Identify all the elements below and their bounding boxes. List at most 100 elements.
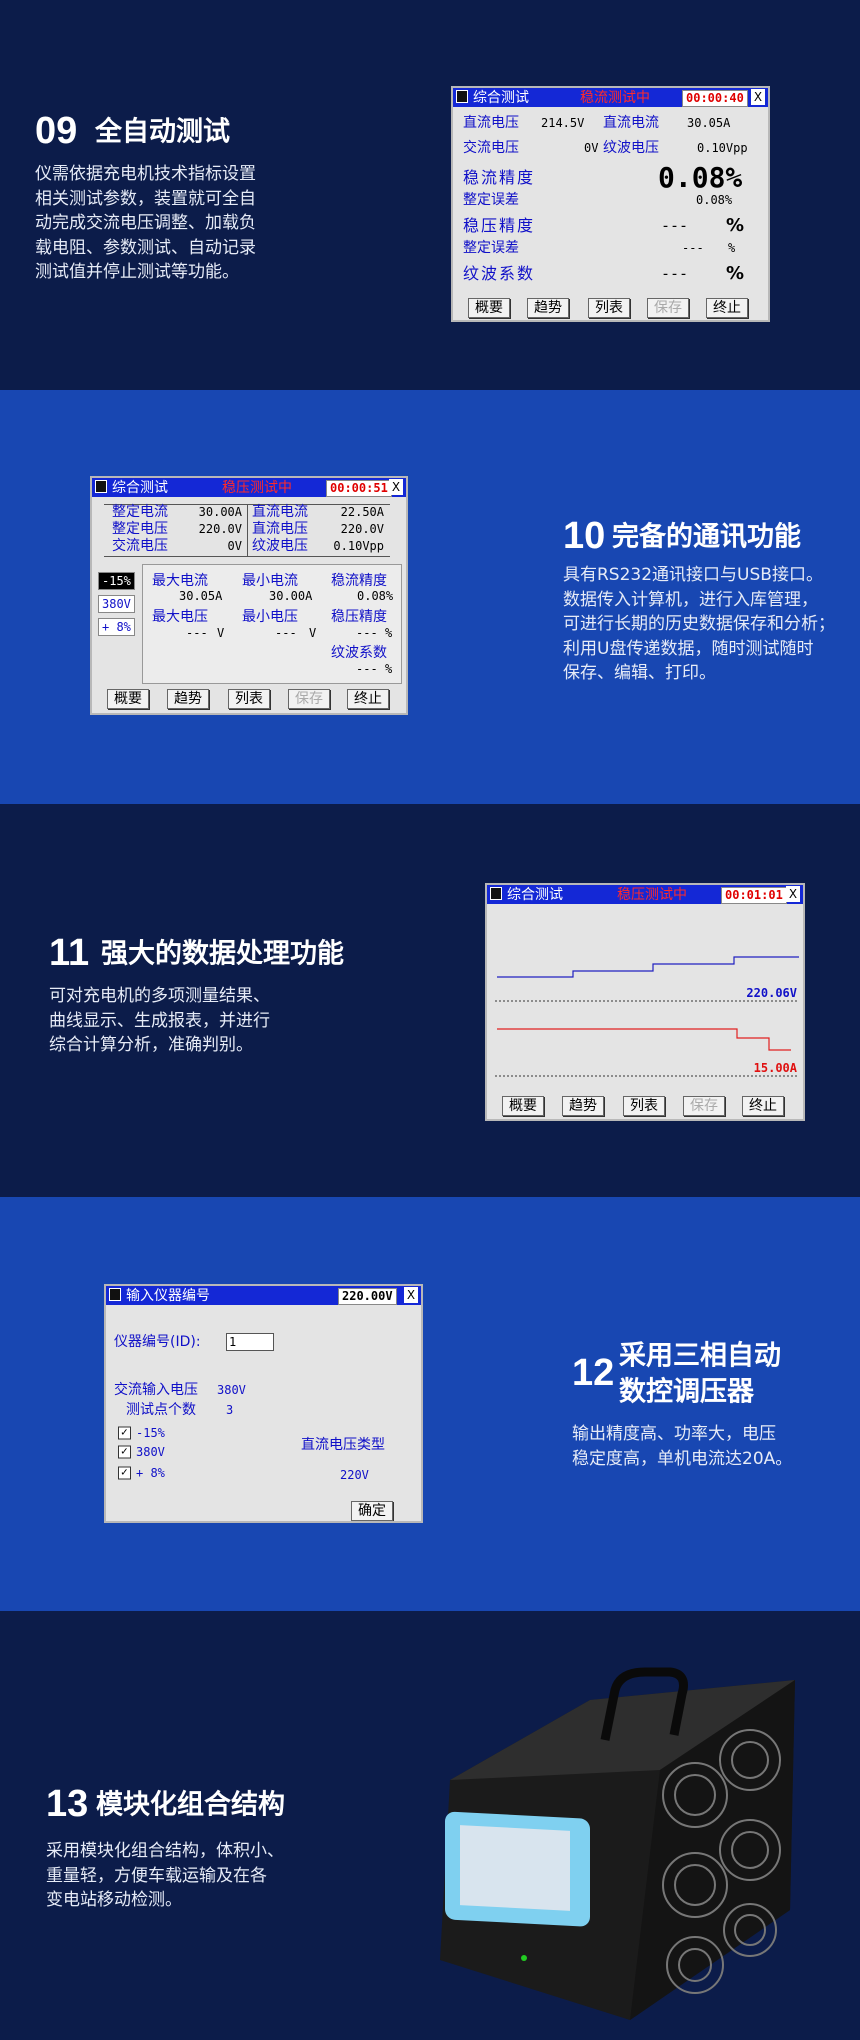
current-value: 15.00A xyxy=(753,1061,797,1075)
icon xyxy=(456,90,468,103)
button: 趋势 xyxy=(527,298,569,318)
body-line: 可对充电机的多项测量结果、 xyxy=(49,986,270,1006)
body-line: 测试值并停止测试等功能。 xyxy=(35,262,239,282)
value: 220V xyxy=(340,1468,369,1482)
label: 整定电压 xyxy=(112,521,168,537)
section-title: 完备的通讯功能 xyxy=(612,521,801,553)
body-line: 输出精度高、功率大，电压 xyxy=(572,1424,776,1444)
label: 测试点个数 xyxy=(126,1402,196,1418)
label: 交流电压 xyxy=(112,538,168,554)
body-line: 保存、编辑、打印。 xyxy=(563,663,716,683)
label: 仪器编号(ID): xyxy=(114,1334,201,1350)
value: --- xyxy=(661,216,689,235)
label: 纹波系数 xyxy=(463,264,536,283)
label: 纹波电压 xyxy=(603,140,659,156)
label: 整定误差 xyxy=(463,240,519,256)
label: 稳压精度 xyxy=(331,609,387,625)
value: --- xyxy=(356,662,378,676)
screen: 综合测试 稳流测试中 00:00:40 X 直流电压 214.5V 直流电流 3… xyxy=(451,86,770,322)
button: 列表 xyxy=(588,298,630,318)
screen-title: 综合测试 xyxy=(507,887,563,903)
side-tab: -15% xyxy=(98,572,135,590)
body-line: 具有RS232通讯接口与USB接口。 xyxy=(563,565,823,585)
section-title: 全自动测试 xyxy=(95,116,230,148)
label: 稳流精度 xyxy=(463,168,536,187)
label: 最小电压 xyxy=(242,609,298,625)
label: 直流电压类型 xyxy=(301,1437,385,1453)
side-tab: 380V xyxy=(98,595,135,613)
button: 保存 xyxy=(288,689,330,709)
status: 稳压测试中 xyxy=(617,887,687,903)
value: 30.05A xyxy=(179,589,223,603)
section-body: 可对充电机的多项测量结果、 曲线显示、生成报表，并进行 综合计算分析，准确判别。 xyxy=(49,984,270,1058)
value-box: 220.00V xyxy=(338,1288,397,1305)
value: 220.0V xyxy=(340,522,384,536)
value: 0V xyxy=(584,141,599,155)
label: 直流电流 xyxy=(603,115,659,131)
body-line: 数据传入计算机，进行入库管理， xyxy=(563,589,818,610)
status: 稳流测试中 xyxy=(580,90,650,106)
body-line: 采用模块化组合结构，体积小、 xyxy=(46,1841,284,1861)
check-label: 380V xyxy=(136,1445,165,1459)
section-body: 输出精度高、功率大，电压 稳定度高，单机电流达20A。 xyxy=(572,1422,792,1471)
body-line: 仪需依据充电机技术指标设置 xyxy=(35,164,256,184)
checkbox: ✓ xyxy=(118,1426,131,1440)
value: 30.05A xyxy=(687,116,731,130)
button: 列表 xyxy=(623,1096,665,1116)
side-tab: + 8% xyxy=(98,618,135,636)
close: X xyxy=(389,479,403,495)
icon xyxy=(109,1288,121,1301)
section-number: 09 xyxy=(35,110,78,152)
handle xyxy=(600,1667,688,1741)
screen: 综合测试 稳压测试中 00:00:51 X 整定电流 30.00A 直流电流 2… xyxy=(90,476,408,715)
unit: V xyxy=(309,626,317,640)
unit: % xyxy=(385,662,393,676)
value: 0.10Vpp xyxy=(697,141,748,155)
button: 保存 xyxy=(647,298,689,318)
button: 确定 xyxy=(351,1501,393,1521)
section-number: 12 xyxy=(572,1352,615,1394)
table-divider xyxy=(247,504,248,556)
value: 220.0V xyxy=(198,522,242,536)
body-line: 变电站移动检测。 xyxy=(46,1890,182,1910)
value: 0.10Vpp xyxy=(333,539,384,553)
unit: % xyxy=(728,241,736,255)
status: 稳压测试中 xyxy=(222,480,292,496)
label: 稳流精度 xyxy=(331,573,387,589)
value: 3 xyxy=(226,1403,234,1417)
button: 终止 xyxy=(706,298,748,318)
section-number: 13 xyxy=(46,1783,89,1825)
label: 直流电压 xyxy=(252,521,308,537)
screen: 综合测试 稳压测试中 00:01:01 X 220.06V 15.00A 概要 … xyxy=(485,883,805,1121)
led xyxy=(521,1955,527,1961)
unit: % xyxy=(726,263,745,284)
close: X xyxy=(786,886,800,902)
input: 1 xyxy=(226,1333,274,1351)
label: 直流电压 xyxy=(463,115,519,131)
body-line: 曲线显示、生成报表，并进行 xyxy=(49,1010,270,1031)
value: --- xyxy=(186,626,208,640)
value: 0V xyxy=(227,539,242,553)
device-top xyxy=(450,1680,795,1780)
body-line: 载电阻、参数测试、自动记录 xyxy=(35,237,256,258)
label: 交流电压 xyxy=(463,140,519,156)
section-title: 采用三相自动 xyxy=(619,1340,781,1372)
fans xyxy=(662,1729,781,1994)
detail-panel xyxy=(142,564,402,684)
section-body: 仪需依据充电机技术指标设置 相关测试参数，装置就可全自 动完成交流电压调整、加载负载… xyxy=(35,162,256,285)
close: X xyxy=(404,1287,418,1303)
screen: 输入仪器编号 220.00V X 仪器编号(ID): 1 交流输入电压 380V… xyxy=(104,1284,423,1523)
button: 列表 xyxy=(228,689,270,709)
button: 概要 xyxy=(107,689,149,709)
value: --- xyxy=(356,626,378,640)
value: --- xyxy=(661,264,689,283)
body-line: 综合计算分析，准确判别。 xyxy=(49,1035,253,1055)
body-line: 可进行长期的历史数据保存和分析； xyxy=(563,614,835,634)
voltage-trend xyxy=(497,956,799,978)
section-title: 数控调压器 xyxy=(619,1376,754,1408)
body-line: 稳定度高，单机电流达20A。 xyxy=(572,1448,793,1469)
checkbox: ✓ xyxy=(118,1466,131,1480)
label: 最大电压 xyxy=(152,609,208,625)
value: 0.08% xyxy=(658,161,743,194)
